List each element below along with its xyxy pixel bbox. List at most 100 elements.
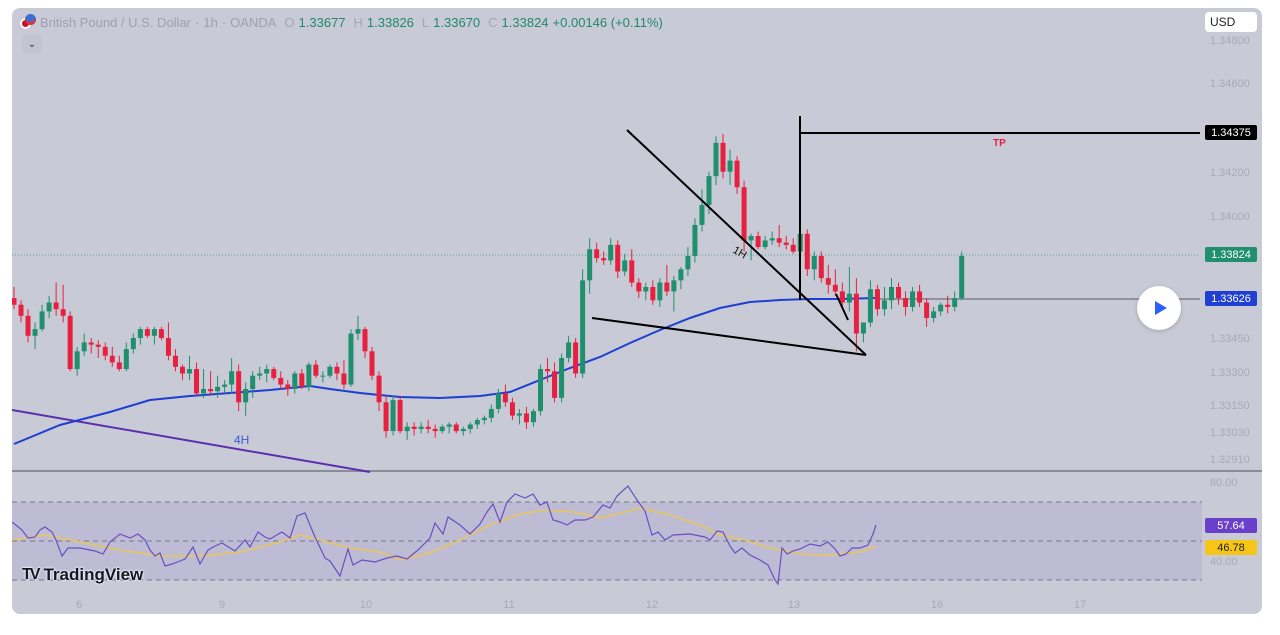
price-axis-tick: 1.33150 bbox=[1210, 400, 1250, 412]
candle-body bbox=[179, 366, 185, 374]
candle-body bbox=[18, 304, 24, 316]
candle-body bbox=[657, 282, 663, 301]
candle-body bbox=[334, 366, 340, 374]
candle-body bbox=[222, 384, 228, 387]
candle-body bbox=[559, 357, 565, 398]
candle-body bbox=[467, 424, 473, 429]
candle-body bbox=[151, 329, 157, 336]
candle-body bbox=[917, 291, 923, 303]
candle-body bbox=[95, 344, 101, 347]
candle-body bbox=[839, 291, 845, 303]
candle-body bbox=[622, 260, 628, 272]
candle-body bbox=[229, 371, 235, 385]
exchange: OANDA bbox=[230, 14, 277, 30]
candle-body bbox=[201, 389, 207, 394]
candle-body bbox=[811, 255, 817, 270]
candle-body bbox=[46, 302, 52, 312]
tp-price-tag: 1.34375 bbox=[1205, 125, 1257, 140]
candle-body bbox=[931, 311, 937, 319]
label-4h: 4H bbox=[234, 433, 249, 447]
candle-body bbox=[699, 204, 705, 225]
candle-body bbox=[271, 369, 277, 378]
candle-body bbox=[481, 417, 487, 421]
high-label: H bbox=[353, 14, 363, 30]
interval[interactable]: 1h bbox=[203, 14, 218, 30]
candle-body bbox=[376, 375, 382, 403]
candle-body bbox=[860, 322, 866, 334]
open-value: 1.33677 bbox=[298, 14, 346, 30]
currency-button[interactable]: USD bbox=[1205, 12, 1257, 32]
candle-body bbox=[12, 298, 17, 305]
collapse-legend-button[interactable]: ⌄ bbox=[22, 34, 42, 54]
candle-body bbox=[706, 176, 712, 205]
candle-body bbox=[425, 426, 431, 429]
candle-body bbox=[615, 244, 621, 272]
trendline-4h bbox=[12, 409, 371, 473]
candle-body bbox=[952, 298, 958, 307]
moving-average-line bbox=[13, 297, 877, 445]
candle-body bbox=[685, 255, 691, 270]
candle-body bbox=[60, 309, 66, 316]
candle-body bbox=[474, 420, 480, 425]
time-axis-label: 17 bbox=[1074, 599, 1086, 611]
candle-body bbox=[552, 371, 558, 398]
candle-body bbox=[411, 426, 417, 429]
candle-body bbox=[671, 280, 677, 292]
candle-body bbox=[236, 371, 242, 403]
candle-body bbox=[692, 224, 698, 256]
chart-canvas[interactable]: 1.34800 1.34600 1.34200 1.34000 1.33450 1.333… bbox=[12, 8, 1262, 614]
candle-body bbox=[538, 369, 543, 412]
candle-body bbox=[530, 411, 536, 423]
candle-body bbox=[53, 302, 59, 310]
time-axis-label: 16 bbox=[931, 599, 943, 611]
candle-body bbox=[755, 236, 761, 248]
candle-body bbox=[123, 349, 129, 370]
candle-body bbox=[734, 160, 740, 188]
candle-body bbox=[404, 426, 410, 432]
rsi-value-tag: 57.64 bbox=[1205, 518, 1257, 533]
candle-body bbox=[250, 375, 256, 390]
candle-body bbox=[818, 255, 824, 279]
candle-body bbox=[327, 366, 333, 376]
symbol-legend: British Pound / U.S. Dollar · 1h · OANDA… bbox=[20, 14, 663, 30]
open-label: O bbox=[284, 14, 295, 30]
low-value: 1.33670 bbox=[433, 14, 481, 30]
candle-body bbox=[292, 373, 298, 390]
candle-body bbox=[306, 364, 312, 387]
candle-body bbox=[278, 377, 284, 385]
candle-body bbox=[39, 311, 45, 330]
candle-body bbox=[67, 315, 73, 370]
candle-body bbox=[903, 298, 909, 307]
price-axis-tick: 1.33030 bbox=[1210, 427, 1250, 439]
candle-body bbox=[369, 351, 375, 376]
tradingview-logo[interactable]: TV TradingView bbox=[22, 565, 143, 585]
price-axis-tick: 1.34600 bbox=[1210, 78, 1250, 90]
candle-body bbox=[81, 342, 87, 352]
candle-body bbox=[643, 287, 649, 292]
replay-play-button[interactable] bbox=[1137, 286, 1181, 330]
price-axis-tick: 1.34000 bbox=[1210, 211, 1250, 223]
candle-body bbox=[959, 255, 965, 299]
candle-body bbox=[348, 333, 354, 385]
rsi-ma-value-tag: 46.78 bbox=[1205, 540, 1257, 555]
candle-body bbox=[194, 369, 200, 394]
candle-body bbox=[116, 362, 122, 370]
price-axis-tick: 1.34800 bbox=[1210, 35, 1250, 47]
low-label: L bbox=[421, 14, 430, 30]
tp-label: TP bbox=[993, 138, 1006, 149]
play-icon bbox=[1154, 301, 1167, 315]
candle-body bbox=[769, 238, 775, 241]
symbol-name[interactable]: British Pound / U.S. Dollar bbox=[40, 14, 192, 30]
candle-body bbox=[460, 428, 466, 432]
candle-body bbox=[158, 329, 164, 339]
candle-body bbox=[130, 338, 136, 350]
candle-body bbox=[362, 329, 368, 352]
wedge-upper-trendline bbox=[626, 129, 867, 356]
candle-body bbox=[446, 424, 452, 427]
label-1h: 1H bbox=[731, 244, 749, 261]
candle-body bbox=[629, 260, 635, 283]
price-axis-tick: 1.34200 bbox=[1210, 167, 1250, 179]
candle-body bbox=[741, 187, 747, 241]
candle-body bbox=[790, 244, 796, 252]
rsi-ma-line bbox=[12, 507, 877, 561]
